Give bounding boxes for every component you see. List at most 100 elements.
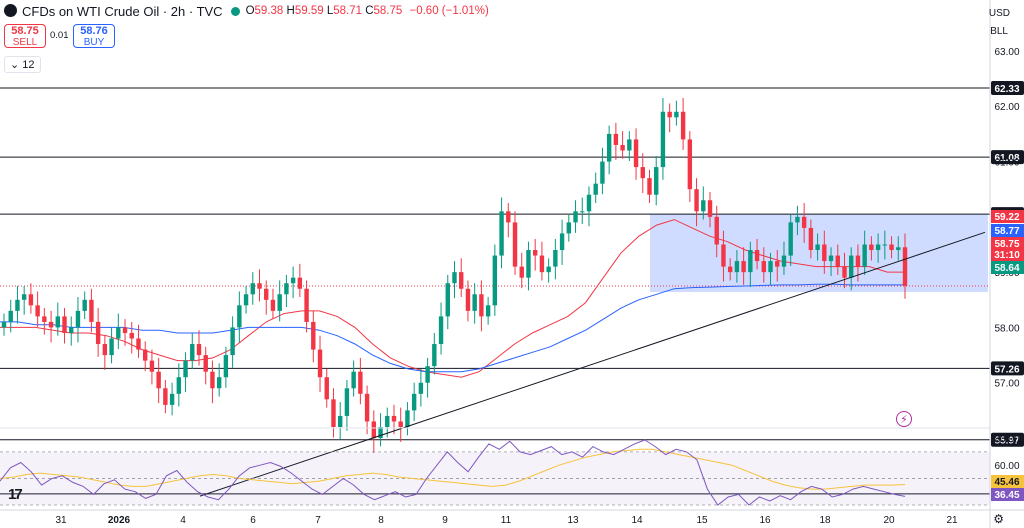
candle-body [109, 338, 114, 356]
y-tick-label: 61.00 [994, 158, 1019, 169]
rsi-tick-label: 80.00 [994, 435, 1019, 446]
price-label: 59.22 [994, 212, 1019, 223]
x-tick-label: 4 [180, 515, 186, 526]
candle-body [284, 283, 289, 295]
candle-body [317, 349, 323, 378]
candle-body [781, 255, 787, 267]
level-label-bg [991, 150, 1024, 165]
price-label-bg [991, 224, 1024, 237]
candle-body [889, 244, 894, 251]
candle-body [264, 288, 269, 300]
x-tick-label: 6 [250, 515, 256, 526]
candle-body [539, 255, 545, 273]
candle-body [553, 250, 558, 267]
candle-body [62, 316, 67, 333]
candle-body [216, 377, 222, 389]
candle-body [169, 393, 175, 405]
candle-body [102, 344, 108, 356]
price-label-bg [991, 237, 1024, 250]
settings-gear-icon[interactable]: ⚙ [993, 512, 1004, 526]
flash-icon[interactable]: ⚡ [896, 411, 912, 427]
candle-body [532, 250, 538, 256]
chart-header: CFDs on WTI Crude Oil · 2h · TVC O59.38 … [0, 0, 990, 22]
candle-body [203, 355, 208, 372]
candle-body [28, 294, 34, 306]
candle-body [566, 222, 572, 234]
price-label-bg [991, 210, 1024, 223]
price-axis[interactable]: 62.3361.0860.0557.2655.9754.9963.0062.00… [989, 0, 1024, 528]
candle-body [701, 200, 706, 212]
symbol-title[interactable]: CFDs on WTI Crude Oil · 2h · TVC [22, 3, 223, 19]
candle-body [351, 371, 356, 389]
time-axis[interactable]: 31 2026 4 6 7 8 9 11 13 14 15 16 18 20 21 [0, 509, 1024, 526]
moving-averages [0, 219, 905, 378]
candle-body [176, 377, 182, 394]
candle-body [485, 305, 491, 317]
candle-body [768, 261, 773, 273]
candle-body [808, 227, 814, 251]
candle-body [519, 266, 524, 278]
x-tick-label: 2026 [108, 515, 131, 526]
candle-body [714, 216, 719, 245]
ohlc-values: O59.38 H59.59 L58.71 C58.75 −0.60 (−1.01… [245, 5, 489, 17]
candle-body [311, 321, 316, 350]
rsi-label-bg [991, 475, 1024, 488]
x-tick-label: 21 [946, 515, 958, 526]
candle-body [445, 283, 450, 317]
indicators-toggle[interactable]: ⌄ 12 [4, 56, 41, 73]
level-label: 62.33 [994, 84, 1019, 95]
candle-body [324, 377, 329, 400]
candle-body [721, 244, 726, 267]
candle-body [707, 200, 713, 217]
candle-body [337, 415, 343, 427]
candle-body [391, 415, 397, 422]
candle-body [75, 310, 81, 328]
y-tick-label: 58.00 [994, 323, 1019, 334]
zone-rect [650, 214, 988, 293]
level-label-bg [991, 432, 1024, 447]
candle-body [257, 283, 262, 289]
buy-button[interactable]: 58.76 BUY [73, 24, 115, 48]
candle-body [432, 344, 437, 367]
candle-body [69, 327, 74, 333]
rsi-ma-line [0, 448, 906, 490]
candle-body [842, 266, 847, 278]
candle-body [526, 250, 531, 278]
candle-body [290, 277, 296, 284]
candle-body [223, 355, 229, 378]
price-label: 58.75 [994, 239, 1019, 250]
currency-label[interactable]: USD [988, 8, 1010, 19]
candle-body [506, 211, 511, 223]
candle-body [620, 144, 625, 151]
change-value: −0.60 (−1.01%) [409, 5, 489, 17]
level-label-bg [991, 361, 1024, 376]
candle-body [694, 189, 699, 212]
candle-body [163, 388, 168, 405]
candle-body [855, 255, 861, 267]
candle-body [896, 247, 901, 251]
candle-body [237, 305, 242, 328]
candle-body [479, 294, 484, 317]
high-value: 59.59 [294, 5, 324, 17]
tradingview-logo[interactable]: 17 [8, 486, 23, 503]
y-tick-label: 63.00 [994, 47, 1019, 58]
rsi-tick-label: 60.00 [994, 461, 1019, 472]
candle-body [559, 233, 565, 251]
unit-label[interactable]: BLL [990, 26, 1008, 37]
candle-body [136, 338, 141, 350]
candle-body [438, 316, 444, 345]
candle-body [35, 305, 40, 317]
candle-body [405, 410, 410, 427]
low-value: 58.71 [333, 5, 362, 17]
candle-body [512, 222, 518, 267]
candle-body [250, 283, 255, 295]
x-tick-label: 31 [55, 515, 67, 526]
candle-body [270, 299, 276, 311]
candle-body [687, 139, 693, 190]
sell-button[interactable]: 58.75 SELL [4, 24, 46, 48]
candle-body [815, 244, 820, 251]
support-resistance-lines [0, 87, 990, 495]
candle-body [459, 272, 464, 289]
candle-body [580, 211, 585, 213]
